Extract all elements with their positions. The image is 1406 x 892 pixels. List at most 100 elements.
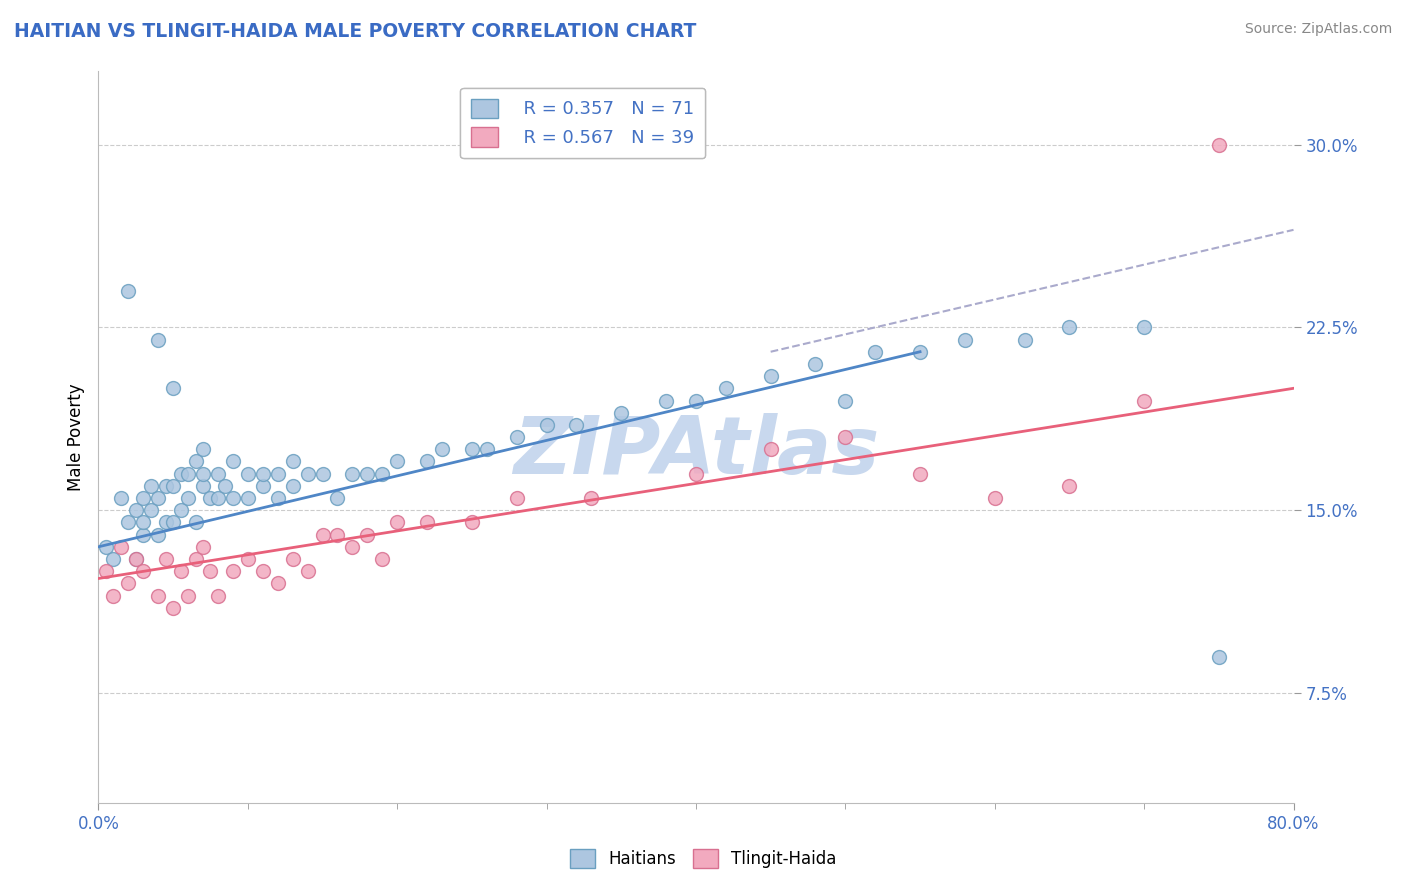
Point [342,467,364,481]
Point [714,381,737,395]
Point [103,589,125,603]
Point [461,442,484,457]
Point [267,491,290,505]
Point [342,540,364,554]
Point [655,393,678,408]
Point [155,552,177,566]
Point [984,491,1007,505]
Point [356,467,378,481]
Y-axis label: Male Poverty: Male Poverty [66,384,84,491]
Point [953,333,976,347]
Point [759,369,782,384]
Point [222,564,245,578]
Point [267,467,290,481]
Point [169,564,191,578]
Point [908,467,931,481]
Point [184,552,207,566]
Point [148,491,170,505]
Point [385,454,409,468]
Point [1208,649,1230,664]
Point [125,552,148,566]
Point [200,491,222,505]
Point [1133,393,1156,408]
Point [1133,320,1156,334]
Point [865,344,887,359]
Point [908,344,931,359]
Point [162,479,184,493]
Point [132,564,155,578]
Point [148,527,170,541]
Point [1014,333,1036,347]
Point [169,467,191,481]
Point [356,527,378,541]
Point [461,516,484,530]
Point [191,467,214,481]
Point [236,552,259,566]
Point [326,491,349,505]
Point [1059,320,1081,334]
Point [416,454,439,468]
Point [326,527,349,541]
Point [184,454,207,468]
Point [162,600,184,615]
Point [110,540,132,554]
Point [162,516,184,530]
Point [371,467,394,481]
Point [184,516,207,530]
Point [155,516,177,530]
Point [267,576,290,591]
Point [155,479,177,493]
Point [117,284,139,298]
Point [252,467,274,481]
Point [148,333,170,347]
Point [162,381,184,395]
Point [117,576,139,591]
Point [207,589,229,603]
Point [565,417,588,432]
Point [1059,479,1081,493]
Point [132,527,155,541]
Point [371,552,394,566]
Point [297,564,319,578]
Point [214,479,236,493]
Point [311,467,333,481]
Point [759,442,782,457]
Point [191,442,214,457]
Point [191,479,214,493]
Point [222,491,245,505]
Point [177,491,200,505]
Point [252,564,274,578]
Point [834,430,856,444]
Point [685,467,707,481]
Point [236,491,259,505]
Legend: Haitians, Tlingit-Haida: Haitians, Tlingit-Haida [564,843,842,875]
Point [200,564,222,578]
Point [685,393,707,408]
Point [581,491,603,505]
Point [110,491,132,505]
Point [536,417,558,432]
Point [416,516,439,530]
Point [103,552,125,566]
Point [191,540,214,554]
Point [281,454,304,468]
Text: Source: ZipAtlas.com: Source: ZipAtlas.com [1244,22,1392,37]
Point [94,564,117,578]
Point [117,516,139,530]
Text: HAITIAN VS TLINGIT-HAIDA MALE POVERTY CORRELATION CHART: HAITIAN VS TLINGIT-HAIDA MALE POVERTY CO… [14,22,696,41]
Point [297,467,319,481]
Point [475,442,498,457]
Point [506,491,529,505]
Point [610,406,633,420]
Point [1208,137,1230,152]
Point [222,454,245,468]
Point [385,516,409,530]
Point [94,540,117,554]
Text: ZIPAtlas: ZIPAtlas [513,413,879,491]
Point [506,430,529,444]
Point [148,589,170,603]
Point [125,552,148,566]
Point [207,467,229,481]
Point [177,589,200,603]
Point [311,527,333,541]
